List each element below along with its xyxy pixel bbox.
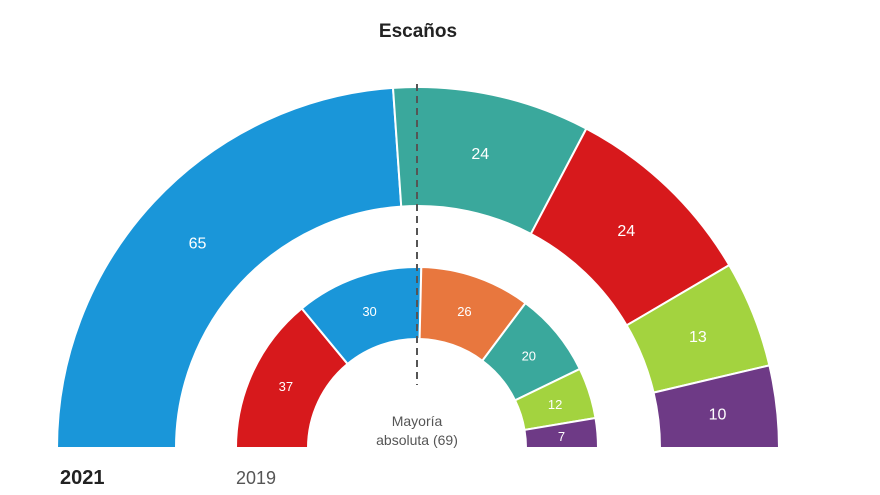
year-2019-label: 2019	[236, 468, 276, 488]
outer-ring-segment-2-label: 24	[617, 223, 635, 240]
inner-ring-segment-5	[523, 416, 600, 449]
outer-ring-segment-0-label: 65	[189, 235, 207, 252]
outer-ring-segment-4-label: 10	[709, 406, 727, 423]
year-2021-label: 2021	[60, 467, 105, 489]
inner-ring-segment-4-label: 12	[548, 397, 562, 412]
inner-ring-segment-3-label: 20	[522, 349, 536, 364]
inner-ring-segment-2-label: 26	[457, 304, 471, 319]
chart-title: Escaños	[379, 21, 457, 42]
outer-ring-segment-4	[652, 364, 781, 449]
outer-ring-segment-3-label: 13	[689, 329, 707, 346]
ring-2019: 37 30 26 20 12 7	[234, 266, 600, 449]
inner-ring-segment-1-label: 30	[362, 304, 376, 319]
majority-label-line2: absoluta (69)	[376, 432, 458, 448]
ring-2021: 65 24 24 13 10	[55, 86, 781, 449]
majority-label-line1: Mayoría	[392, 413, 443, 429]
outer-ring-segment-1-label: 24	[471, 146, 489, 163]
outer-ring-segment-0	[55, 86, 403, 449]
inner-ring-segment-5-label: 7	[558, 429, 565, 444]
inner-ring-segment-0-label: 37	[279, 379, 293, 394]
